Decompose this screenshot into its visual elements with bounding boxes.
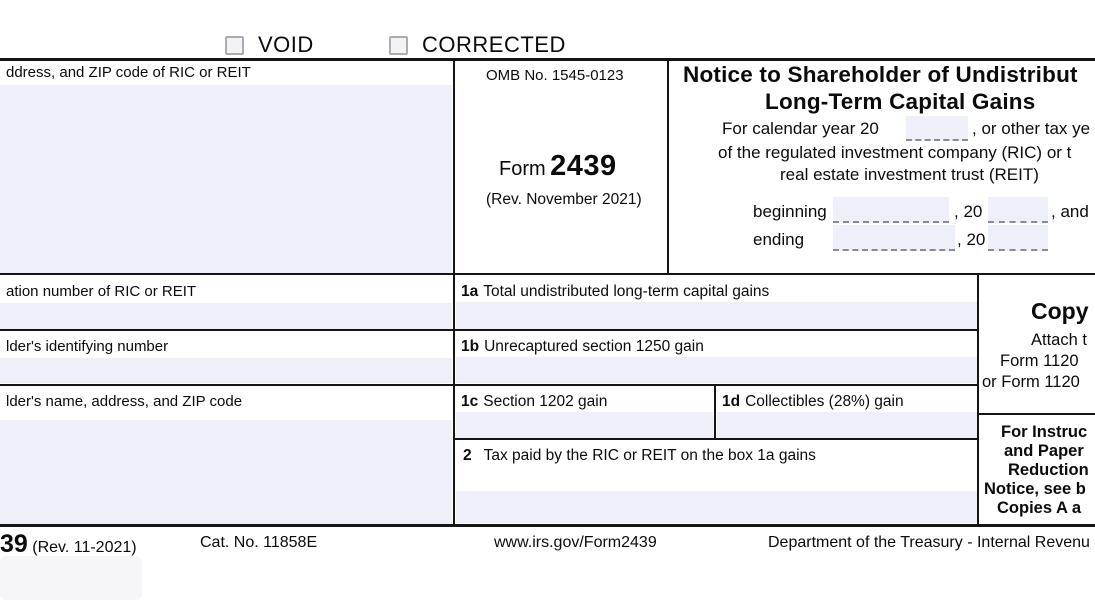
page-edge-shadow [0, 556, 142, 600]
divider-right-column [978, 413, 1095, 415]
box-1b-label: 1b Unrecaptured section 1250 gain [461, 338, 704, 356]
box-2-text: Tax paid by the RIC or REIT on the box 1… [483, 447, 816, 464]
footer-revision: (Rev. 11-2021) [27, 539, 137, 556]
beginning-label: beginning [753, 202, 827, 221]
box-1d-number: 1d [722, 393, 741, 410]
footer-form-number: 39 (Rev. 11-2021) [0, 530, 137, 559]
footer-url[interactable]: www.irs.gov/Form2439 [494, 534, 657, 551]
box-1d-input[interactable] [717, 412, 977, 438]
divider-1c-1d [714, 384, 716, 440]
ric-id-number-input[interactable] [0, 303, 452, 329]
shareholder-id-label: lder's identifying number [6, 338, 169, 355]
divider-bottom [0, 524, 1095, 527]
divider-vertical-3 [977, 273, 979, 526]
box-2-number: 2 [463, 447, 472, 464]
divider-vertical-2 [667, 58, 669, 275]
ending-date-input[interactable] [833, 225, 955, 251]
instructions-line-5: Copies A a [997, 499, 1082, 517]
divider-row4 [455, 438, 978, 440]
beginning-suffix: , and [1051, 202, 1089, 221]
box-1c-text: Section 1202 gain [483, 393, 608, 410]
instructions-line-4: Notice, see b [984, 480, 1086, 498]
ending-year-input[interactable] [988, 225, 1048, 251]
box-1d-label: 1d Collectibles (28%) gain [722, 393, 904, 411]
beginning-date-input[interactable] [833, 197, 949, 223]
ending-mid: , 20 [957, 230, 986, 249]
divider-vertical-1 [453, 58, 455, 526]
instructions-line-3: Reduction [1008, 461, 1089, 479]
box-2-label: 2 Tax paid by the RIC or REIT on the box … [463, 447, 816, 465]
copy-form-line2: or Form 1120 [982, 373, 1080, 391]
calendar-year-suffix: , or other tax ye [972, 119, 1091, 138]
form-number: 2439 [550, 150, 617, 182]
calendar-year-prefix: For calendar year 20 [722, 119, 879, 138]
box-1b-input[interactable] [456, 357, 977, 383]
form-title-line1: Notice to Shareholder of Undistribut [683, 62, 1078, 87]
box-1a-input[interactable] [456, 302, 977, 329]
form-word: Form [499, 158, 546, 180]
ric-id-label: ation number of RIC or REIT [6, 283, 197, 300]
divider-row2 [0, 329, 978, 331]
box-1b-text: Unrecaptured section 1250 gain [484, 338, 704, 355]
box-1c-number: 1c [461, 393, 479, 410]
copy-title: Copy [1031, 298, 1089, 324]
corrected-label: CORRECTED [422, 32, 566, 57]
ric-address-input[interactable] [0, 85, 452, 273]
form-revision: (Rev. November 2021) [486, 191, 642, 208]
void-checkbox[interactable] [225, 36, 244, 55]
instructions-line-1: For Instruc [1001, 423, 1088, 441]
subtitle-line2: of the regulated investment company (RIC… [718, 143, 1072, 162]
box-1a-text: Total undistributed long-term capital ga… [483, 283, 770, 300]
box-1c-label: 1c Section 1202 gain [461, 393, 607, 411]
beginning-year-input[interactable] [988, 197, 1048, 223]
shareholder-id-input[interactable] [0, 358, 452, 383]
form-title-line2: Long-Term Capital Gains [765, 89, 1036, 114]
divider-row3 [0, 384, 978, 386]
box-2-input[interactable] [456, 491, 977, 523]
copy-attach-line: Attach t [1031, 331, 1087, 349]
form-number-block: Form 2439 [499, 150, 617, 183]
instructions-line-2: and Paper [1004, 442, 1084, 460]
box-1a-number: 1a [461, 283, 479, 300]
divider-mid [0, 273, 1095, 275]
footer-form-digits: 39 [0, 530, 28, 558]
shareholder-name-label: lder's name, address, and ZIP code [6, 393, 243, 410]
footer-agency: Department of the Treasury - Internal Re… [768, 534, 1090, 551]
ric-address-label: ddress, and ZIP code of RIC or REIT [6, 64, 251, 81]
divider-top [0, 58, 1095, 61]
box-1b-number: 1b [461, 338, 480, 355]
ending-label: ending [753, 230, 805, 249]
box-1c-input[interactable] [456, 412, 713, 438]
subtitle-line3: real estate investment trust (REIT) [780, 165, 1039, 184]
box-1a-label: 1a Total undistributed long-term capital … [461, 283, 769, 301]
calendar-year-input[interactable] [906, 116, 968, 141]
footer-catalog-number: Cat. No. 11858E [200, 534, 318, 551]
omb-number: OMB No. 1545-0123 [486, 67, 624, 84]
shareholder-name-input[interactable] [0, 420, 452, 524]
box-1d-text: Collectibles (28%) gain [745, 393, 904, 410]
copy-form-line1: Form 1120 [1000, 352, 1079, 370]
void-label: VOID [258, 32, 314, 57]
corrected-checkbox[interactable] [389, 36, 408, 55]
beginning-mid: , 20 [954, 202, 983, 221]
